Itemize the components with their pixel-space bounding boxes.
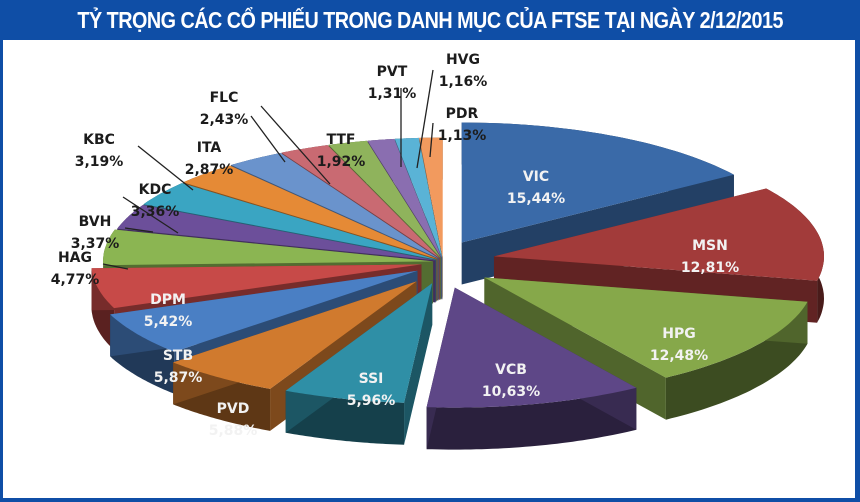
leader-line [260,105,331,185]
slice-label-value: 3,19% [75,154,124,170]
slice-label-value: 5,96% [347,393,396,409]
slice-label-value: 3,37% [71,236,120,252]
slice-label-name: PVD [217,401,250,417]
slice-label-value: 2,87% [185,162,234,178]
slice-label-value: 5,88% [209,423,258,439]
pie-slice-ssi [285,283,433,445]
pie-chart: VIC 15,44% MSN 12,81% HPG 12,48% VCB 10,63% SSI 5… [51,52,824,450]
slice-label-name: PDR [446,106,479,122]
slice-label-name: DPM [150,292,186,308]
slice-label-name: VIC [523,169,549,185]
leader-line [429,122,434,158]
leader-line [416,69,434,169]
leader-line [102,263,129,270]
slice-label-name: FLC [210,90,239,106]
slice-label-value: 1,92% [317,154,366,170]
slice-label-value: 3,36% [131,204,180,220]
slice-label-name: HVG [446,52,480,68]
slice-label-name: HPG [662,326,695,342]
slice-label-name: SSI [359,371,384,387]
slice-label-name: ITA [197,140,222,156]
slice-label-name: HAG [58,250,92,266]
title-bar: TỶ TRỌNG CÁC CỔ PHIẾU TRONG DANH MỤC CỦA… [0,0,860,40]
slice-label-value: 1,31% [368,86,417,102]
slice-label-value: 1,13% [438,128,487,144]
slice-label-name: MSN [692,238,728,254]
slice-label-value: 4,77% [51,272,100,288]
slice-label-name: BVH [79,214,112,230]
slice-label-value: 1,16% [439,74,488,90]
slice-label-value: 5,42% [144,314,193,330]
leader-line [137,145,194,191]
leader-line [250,115,286,163]
chart-title: TỶ TRỌNG CÁC CỔ PHIẾU TRONG DANH MỤC CỦA… [77,6,783,33]
slice-label-name: KBC [83,132,115,148]
slice-label-value: 12,48% [650,348,708,364]
slice-label-name: TTF [327,132,356,148]
slice-label-value: 12,81% [681,260,739,276]
leader-line [122,196,179,234]
pie-slice-msn [493,188,824,323]
leader-line [124,227,154,233]
slice-label-name: STB [163,348,193,364]
slice-label-name: PVT [377,64,408,80]
slice-label-value: 10,63% [482,384,540,400]
plot-area: VIC 15,44% MSN 12,81% HPG 12,48% VCB 10,63% SSI 5… [3,40,855,498]
slice-label-name: VCB [495,362,527,378]
slice-label-value: 5,87% [154,370,203,386]
pie-slice-vcb [426,287,637,450]
slice-label-value: 15,44% [507,191,565,207]
slice-label-name: KDC [139,182,172,198]
slice-label-value: 2,43% [200,112,249,128]
